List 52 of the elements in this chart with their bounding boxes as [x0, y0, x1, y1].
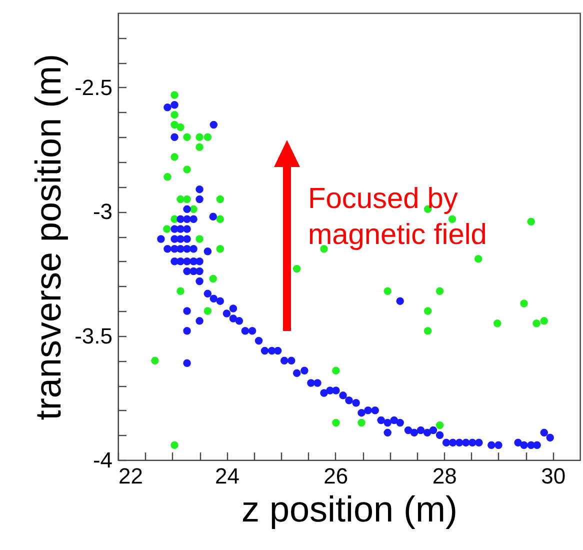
point	[527, 218, 535, 226]
point	[196, 235, 204, 243]
point	[540, 317, 548, 325]
point	[176, 287, 184, 295]
y-tick-label: -3.5	[74, 323, 112, 348]
point	[170, 120, 178, 129]
point	[358, 418, 366, 427]
point	[183, 133, 191, 142]
point	[494, 320, 502, 328]
point	[436, 421, 444, 430]
point	[474, 254, 482, 263]
point	[170, 110, 178, 119]
point	[163, 225, 171, 233]
x-axis-title: z position (m)	[241, 488, 458, 530]
point	[209, 274, 217, 283]
point	[204, 133, 212, 142]
point	[170, 153, 178, 161]
point	[151, 356, 159, 365]
x-tick-label: 24	[214, 464, 240, 488]
point	[424, 307, 432, 315]
point	[170, 91, 178, 99]
y-axis-title: transverse position (m)	[28, 54, 69, 420]
point	[520, 300, 528, 308]
point	[183, 195, 191, 204]
point	[196, 133, 204, 142]
point	[216, 245, 224, 253]
x-tick-label: 26	[324, 464, 348, 488]
point	[332, 418, 340, 427]
point	[176, 195, 184, 204]
point	[448, 215, 456, 223]
point	[532, 320, 540, 328]
point	[164, 173, 172, 181]
point	[183, 166, 191, 174]
point	[424, 327, 432, 335]
annotation: Focused by magnetic field	[308, 183, 487, 251]
y-tick-label: -3	[92, 199, 112, 224]
point	[384, 287, 392, 295]
x-tick-label: 30	[541, 464, 566, 488]
point	[176, 123, 184, 132]
point	[170, 441, 178, 449]
y-tick-label: -2.5	[74, 75, 112, 100]
point	[292, 264, 301, 273]
point	[436, 287, 444, 295]
x-tick-label: 22	[118, 464, 143, 488]
point	[332, 366, 340, 374]
point	[196, 143, 204, 151]
point	[216, 195, 224, 204]
point	[216, 215, 224, 223]
point	[204, 307, 212, 315]
point	[190, 205, 198, 214]
x-tick-label: 28	[432, 464, 457, 488]
y-tick-label: -4	[92, 448, 112, 472]
